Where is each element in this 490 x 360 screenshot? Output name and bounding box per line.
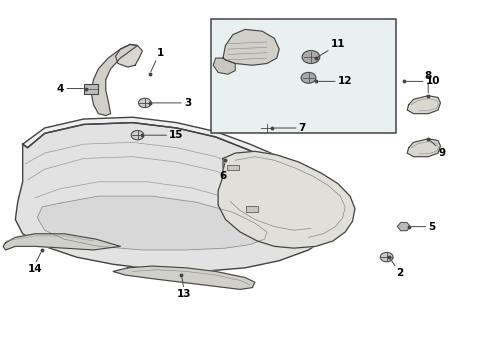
Polygon shape <box>218 151 355 248</box>
Bar <box>84 84 98 94</box>
Polygon shape <box>213 58 235 74</box>
Polygon shape <box>3 234 121 250</box>
Bar <box>227 165 239 170</box>
Circle shape <box>131 131 144 140</box>
Polygon shape <box>116 44 143 67</box>
Circle shape <box>301 72 316 83</box>
Circle shape <box>302 50 320 63</box>
Text: 1: 1 <box>157 48 164 58</box>
Text: 8: 8 <box>425 71 432 81</box>
Polygon shape <box>407 139 441 157</box>
Bar <box>211 19 396 134</box>
Text: 13: 13 <box>177 289 191 300</box>
Text: 6: 6 <box>220 171 227 181</box>
Text: 5: 5 <box>428 222 436 231</box>
Text: 15: 15 <box>169 130 184 140</box>
Polygon shape <box>397 222 410 231</box>
Polygon shape <box>37 196 267 250</box>
Bar <box>246 206 258 212</box>
Polygon shape <box>91 44 138 116</box>
Text: 12: 12 <box>338 76 352 86</box>
Text: 10: 10 <box>426 76 441 86</box>
Circle shape <box>261 123 273 133</box>
Polygon shape <box>223 30 279 65</box>
Text: 4: 4 <box>57 84 64 94</box>
Circle shape <box>139 98 151 108</box>
Text: 7: 7 <box>299 123 306 133</box>
Polygon shape <box>15 123 347 271</box>
Polygon shape <box>407 96 441 114</box>
Text: 14: 14 <box>27 264 42 274</box>
Text: 2: 2 <box>396 268 404 278</box>
Text: 9: 9 <box>438 148 445 158</box>
Text: 11: 11 <box>331 39 345 49</box>
Text: 3: 3 <box>184 98 191 108</box>
Polygon shape <box>23 117 350 230</box>
Polygon shape <box>113 266 255 289</box>
Circle shape <box>380 252 393 262</box>
